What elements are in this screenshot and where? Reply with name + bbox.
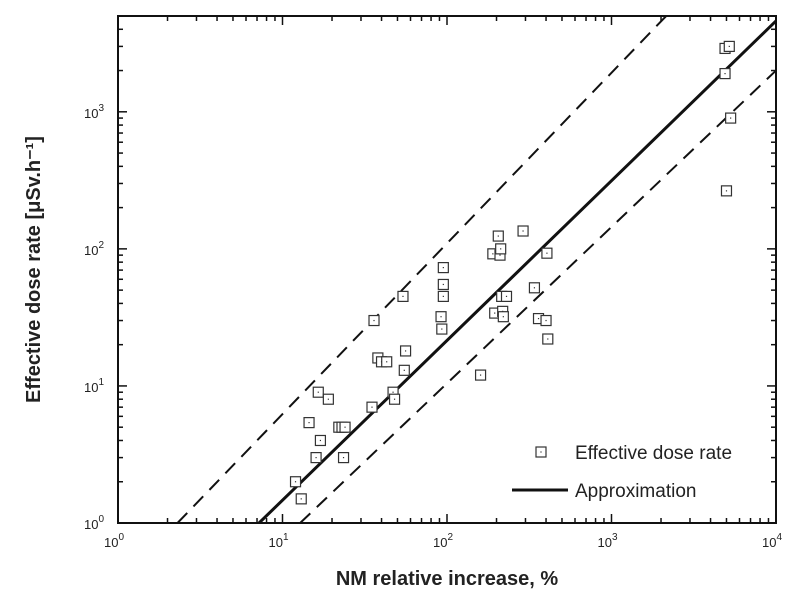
data-point bbox=[312, 386, 324, 398]
data-point bbox=[542, 333, 554, 345]
x-tick-label: 101 bbox=[268, 532, 288, 550]
x-tick-label: 104 bbox=[762, 532, 782, 550]
y-axis-title: Effective dose rate [μSv.h⁻¹] bbox=[23, 136, 45, 403]
data-point bbox=[398, 364, 410, 376]
y-tick-labels: 100 101 102 103 bbox=[84, 103, 104, 532]
legend-label: Effective dose rate bbox=[575, 443, 732, 464]
data-point bbox=[500, 290, 513, 303]
data-point bbox=[437, 278, 449, 291]
data-point bbox=[399, 345, 412, 357]
x-tick-label: 103 bbox=[597, 532, 617, 550]
data-point bbox=[366, 401, 378, 413]
x-tick-label: 102 bbox=[433, 532, 453, 550]
y-tick-label: 103 bbox=[84, 103, 104, 121]
x-axis-title: NM relative increase, % bbox=[336, 568, 559, 590]
x-tick-label: 100 bbox=[104, 532, 124, 550]
data-point bbox=[295, 493, 307, 505]
axis-ticks bbox=[117, 15, 777, 524]
data-point bbox=[289, 476, 302, 488]
data-point bbox=[436, 323, 448, 335]
data-point bbox=[492, 230, 504, 242]
data-point bbox=[322, 393, 334, 405]
data-point bbox=[303, 417, 315, 429]
data-point bbox=[725, 112, 737, 124]
data-point bbox=[381, 356, 393, 368]
data-point bbox=[497, 311, 509, 323]
data-point bbox=[435, 311, 447, 323]
legend: Effective dose rate Approximation bbox=[512, 443, 732, 502]
legend-label: Approximation bbox=[575, 481, 696, 502]
data-point bbox=[310, 452, 322, 464]
legend-item: Approximation bbox=[512, 481, 696, 502]
y-tick-label: 101 bbox=[84, 377, 104, 395]
data-point bbox=[397, 290, 409, 303]
data-point bbox=[474, 369, 487, 381]
data-point bbox=[719, 67, 731, 80]
confidence-bound-line bbox=[176, 16, 667, 523]
data-point bbox=[314, 434, 327, 447]
y-tick-label: 100 bbox=[84, 514, 104, 532]
data-point bbox=[528, 282, 541, 294]
confidence-bound-line bbox=[299, 69, 776, 523]
data-point bbox=[495, 243, 507, 255]
data-point bbox=[720, 185, 733, 197]
y-tick-label: 102 bbox=[84, 240, 104, 258]
data-point bbox=[437, 262, 449, 274]
legend-item: Effective dose rate bbox=[535, 443, 732, 464]
data-point bbox=[540, 314, 552, 327]
approximation-line bbox=[257, 19, 776, 523]
data-point bbox=[388, 393, 401, 405]
data-point bbox=[437, 290, 449, 303]
data-point bbox=[517, 225, 529, 237]
legend-marker bbox=[535, 446, 547, 458]
plot-lines bbox=[176, 16, 776, 523]
plot-markers bbox=[289, 40, 737, 505]
data-point bbox=[541, 247, 553, 259]
data-point bbox=[337, 452, 350, 464]
data-point bbox=[368, 314, 380, 327]
data-point bbox=[339, 421, 351, 433]
x-tick-labels: 100 101 102 103 104 bbox=[104, 532, 782, 550]
data-point bbox=[723, 40, 735, 53]
